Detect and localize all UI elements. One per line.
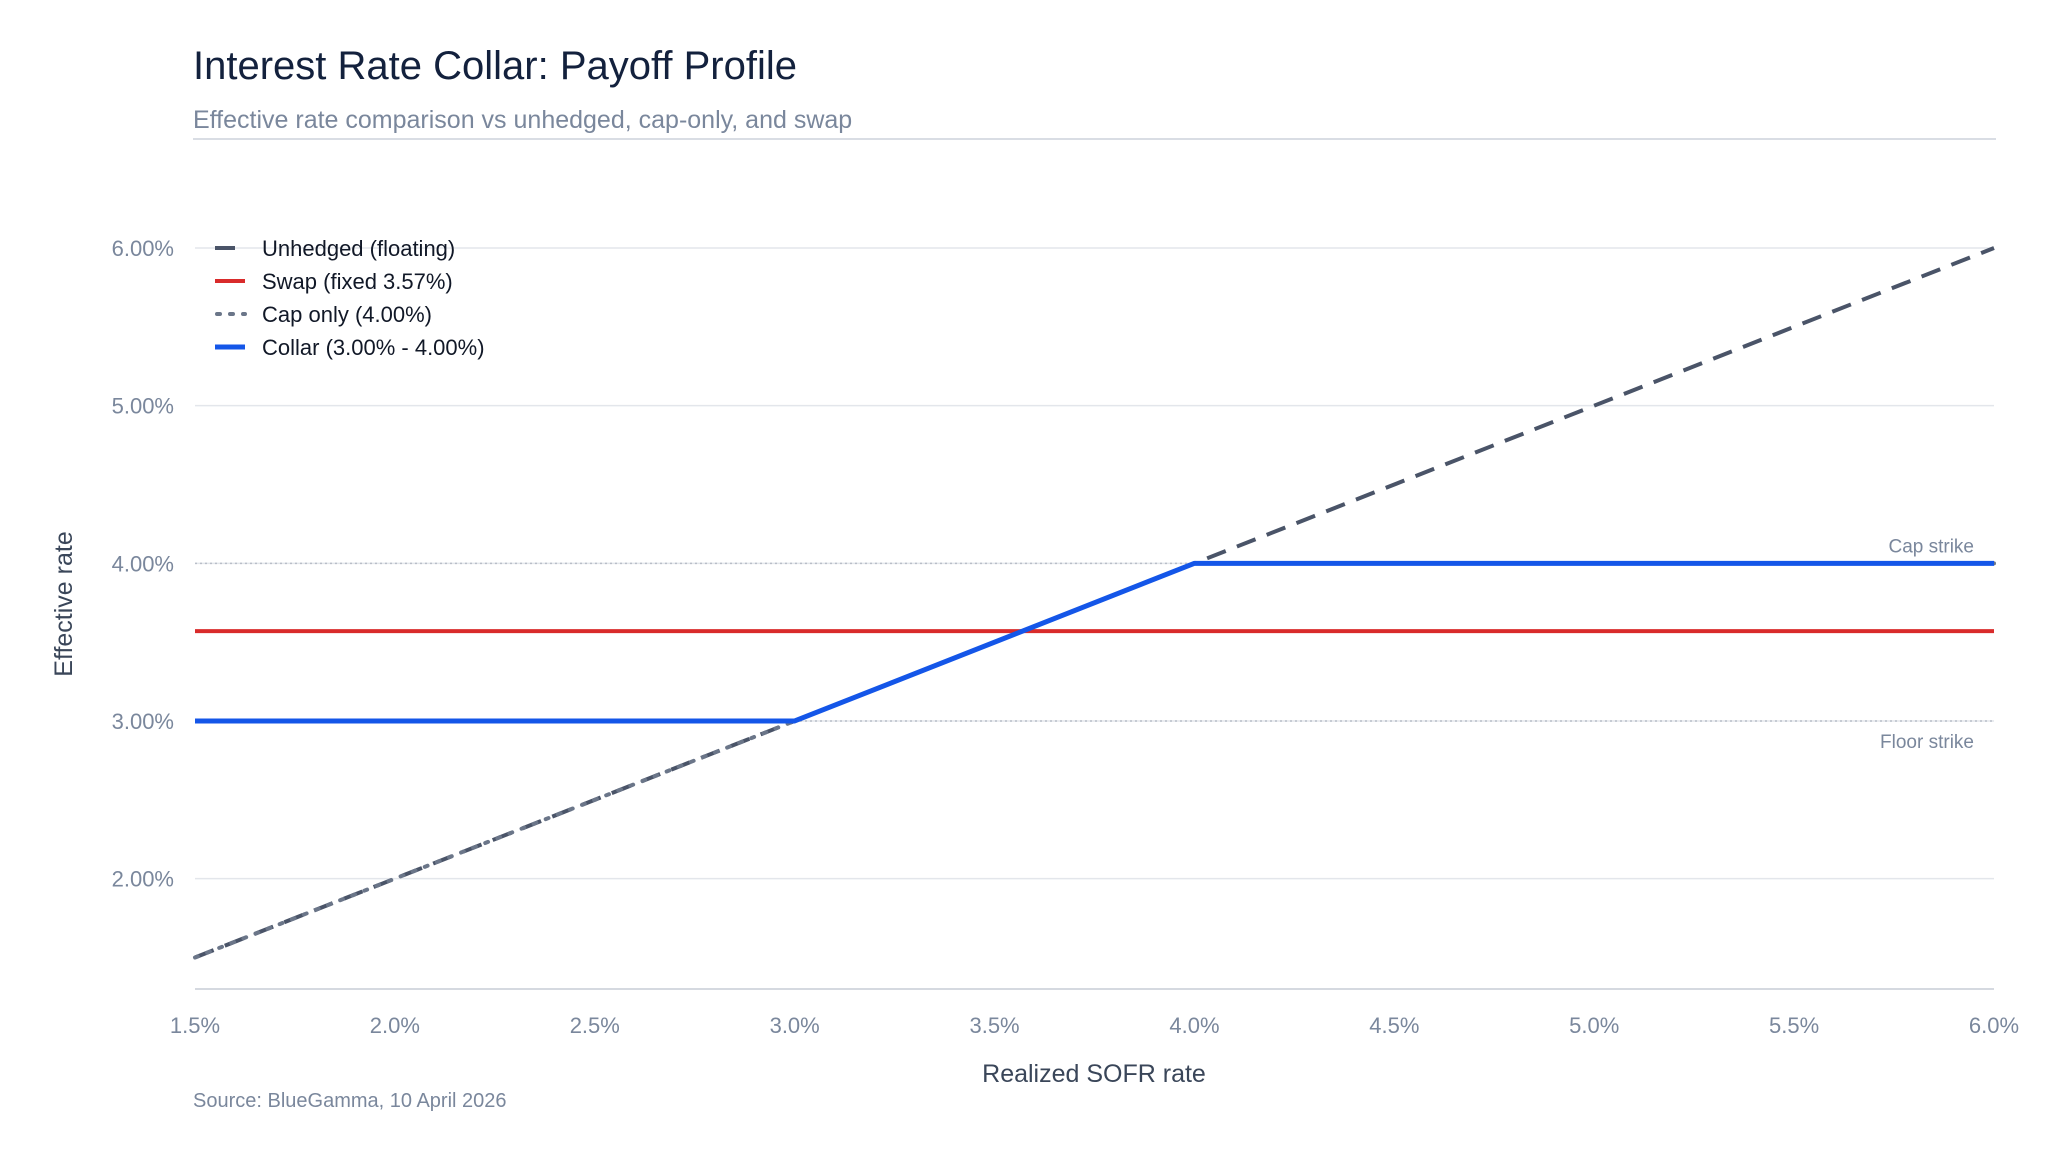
x-tick-label: 4.0% xyxy=(1169,1013,1219,1038)
legend: Unhedged (floating) Swap (fixed 3.57%) Cap… xyxy=(215,236,485,360)
y-axis-ticks: 2.00% 3.00% 4.00% 5.00% 6.00% xyxy=(112,236,174,892)
y-axis-label: Effective rate xyxy=(50,531,78,676)
y-tick-label: 4.00% xyxy=(112,551,174,576)
source-note: Source: BlueGamma, 10 April 2026 xyxy=(193,1090,507,1112)
x-tick-label: 6.0% xyxy=(1969,1013,2019,1038)
y-tick-label: 3.00% xyxy=(112,709,174,734)
series-line xyxy=(195,560,1994,724)
reference-line-label: Floor strike xyxy=(1880,732,1974,753)
legend-label: Collar (3.00% - 4.00%) xyxy=(262,335,485,360)
x-axis-label: Realized SOFR rate xyxy=(982,1060,1206,1088)
x-tick-label: 3.5% xyxy=(969,1013,1019,1038)
legend-label: Swap (fixed 3.57%) xyxy=(262,269,453,294)
y-tick-label: 2.00% xyxy=(112,867,174,892)
x-tick-label: 1.5% xyxy=(170,1013,220,1038)
x-tick-label: 5.5% xyxy=(1769,1013,1819,1038)
series-line xyxy=(193,561,1996,960)
chart-subtitle: Effective rate comparison vs unhedged, c… xyxy=(193,106,853,134)
reference-line-label: Cap strike xyxy=(1888,536,1974,557)
series-group xyxy=(193,246,1996,960)
x-tick-label: 2.0% xyxy=(370,1013,420,1038)
y-tick-label: 6.00% xyxy=(112,236,174,261)
legend-label: Unhedged (floating) xyxy=(262,236,455,261)
x-tick-label: 5.0% xyxy=(1569,1013,1619,1038)
reference-lines: Cap strike Floor strike xyxy=(195,536,1994,753)
x-tick-label: 3.0% xyxy=(770,1013,820,1038)
chart-title: Interest Rate Collar: Payoff Profile xyxy=(193,44,797,88)
x-tick-label: 4.5% xyxy=(1369,1013,1419,1038)
x-axis-ticks: 1.5% 2.0% 2.5% 3.0% 3.5% 4.0% 4.5% 5.0% 5.5% 6.0% xyxy=(170,1013,2019,1038)
y-tick-label: 5.00% xyxy=(112,394,174,419)
x-tick-label: 2.5% xyxy=(570,1013,620,1038)
legend-label: Cap only (4.00%) xyxy=(262,302,432,327)
